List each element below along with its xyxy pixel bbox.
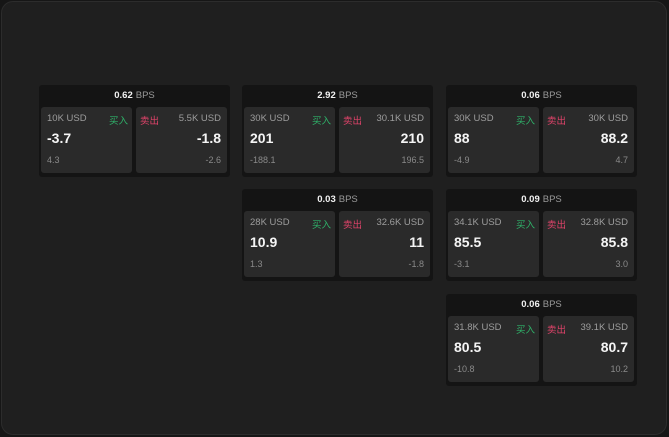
buy-label: 买入 bbox=[311, 220, 331, 231]
buy-quantity: 30K USD bbox=[250, 113, 290, 124]
sell-change: 10.2 bbox=[610, 364, 628, 374]
sell-price: 88.2 bbox=[600, 130, 628, 146]
sell-price: 210 bbox=[400, 130, 424, 146]
buy-change: -188.1 bbox=[250, 155, 276, 165]
sell-side-button[interactable]: 39.1K USD 卖出 80.7 10.2 bbox=[543, 316, 634, 382]
sell-change: -1.8 bbox=[408, 259, 424, 269]
sell-side-button[interactable]: 32.8K USD 卖出 85.8 3.0 bbox=[543, 211, 634, 277]
spread-unit: BPS bbox=[338, 194, 358, 205]
spread-value: 0.09 bbox=[521, 194, 540, 205]
buy-price: 201 bbox=[250, 130, 274, 146]
buy-quantity: 34.1K USD bbox=[454, 217, 502, 228]
buy-price: 88 bbox=[454, 130, 470, 146]
buy-quantity: 10K USD bbox=[47, 113, 87, 124]
spread-value: 0.06 bbox=[521, 299, 540, 310]
spread-header: 2.92 BPS bbox=[242, 85, 433, 107]
quote-widget: 0.06 BPS 30K USD 买入 88 -4.9 30K USD 卖出 88… bbox=[446, 85, 637, 177]
sell-label: 卖出 bbox=[343, 220, 363, 231]
buy-side-button[interactable]: 30K USD 买入 201 -188.1 bbox=[244, 107, 335, 173]
buy-quantity: 30K USD bbox=[454, 113, 494, 124]
quote-widget: 2.92 BPS 30K USD 买入 201 -188.1 30.1K USD … bbox=[242, 85, 433, 177]
sell-change: 196.5 bbox=[401, 155, 424, 165]
buy-price: 10.9 bbox=[250, 234, 278, 250]
buy-side-button[interactable]: 34.1K USD 买入 85.5 -3.1 bbox=[448, 211, 539, 277]
sell-quantity: 39.1K USD bbox=[580, 322, 628, 333]
sell-label: 卖出 bbox=[547, 325, 567, 336]
buy-side-button[interactable]: 30K USD 买入 88 -4.9 bbox=[448, 107, 539, 173]
buy-price: 85.5 bbox=[454, 234, 482, 250]
spread-header: 0.62 BPS bbox=[39, 85, 230, 107]
buy-label: 买入 bbox=[108, 116, 128, 127]
buy-label: 买入 bbox=[515, 220, 535, 231]
buy-side-button[interactable]: 28K USD 买入 10.9 1.3 bbox=[244, 211, 335, 277]
sell-side-button[interactable]: 32.6K USD 卖出 11 -1.8 bbox=[339, 211, 430, 277]
buy-side-button[interactable]: 31.8K USD 买入 80.5 -10.8 bbox=[448, 316, 539, 382]
quote-widget: 0.06 BPS 31.8K USD 买入 80.5 -10.8 39.1K US… bbox=[446, 294, 637, 386]
sell-change: 3.0 bbox=[615, 259, 628, 269]
buy-change: -4.9 bbox=[454, 155, 470, 165]
buy-change: -3.1 bbox=[454, 259, 470, 269]
sell-quantity: 32.8K USD bbox=[580, 217, 628, 228]
spread-value: 2.92 bbox=[317, 90, 336, 101]
sell-price: 11 bbox=[409, 234, 424, 250]
buy-price: -3.7 bbox=[47, 130, 72, 146]
spread-header: 0.03 BPS bbox=[242, 189, 433, 211]
buy-change: 1.3 bbox=[250, 259, 263, 269]
sell-quantity: 32.6K USD bbox=[376, 217, 424, 228]
buy-quantity: 28K USD bbox=[250, 217, 290, 228]
sell-quantity: 5.5K USD bbox=[178, 113, 221, 124]
buy-change: -10.8 bbox=[454, 364, 475, 374]
sell-label: 卖出 bbox=[547, 220, 567, 231]
spread-unit: BPS bbox=[542, 90, 562, 101]
spread-unit: BPS bbox=[135, 90, 155, 101]
sell-change: -2.6 bbox=[205, 155, 221, 165]
sell-price: 80.7 bbox=[600, 339, 628, 355]
spread-value: 0.06 bbox=[521, 90, 540, 101]
buy-side-button[interactable]: 10K USD 买入 -3.7 4.3 bbox=[41, 107, 132, 173]
sell-side-button[interactable]: 30.1K USD 卖出 210 196.5 bbox=[339, 107, 430, 173]
spread-header: 0.06 BPS bbox=[446, 85, 637, 107]
quote-widget: 0.62 BPS 10K USD 买入 -3.7 4.3 5.5K USD 卖出 … bbox=[39, 85, 230, 177]
sell-price: 85.8 bbox=[600, 234, 628, 250]
buy-change: 4.3 bbox=[47, 155, 60, 165]
spread-header: 0.09 BPS bbox=[446, 189, 637, 211]
sell-side-button[interactable]: 30K USD 卖出 88.2 4.7 bbox=[543, 107, 634, 173]
quote-widget: 0.09 BPS 34.1K USD 买入 85.5 -3.1 32.8K USD… bbox=[446, 189, 637, 281]
sell-label: 卖出 bbox=[343, 116, 363, 127]
sell-label: 卖出 bbox=[140, 116, 160, 127]
spread-value: 0.62 bbox=[114, 90, 133, 101]
buy-label: 买入 bbox=[515, 325, 535, 336]
sell-quantity: 30.1K USD bbox=[376, 113, 424, 124]
sell-side-button[interactable]: 5.5K USD 卖出 -1.8 -2.6 bbox=[136, 107, 227, 173]
spread-value: 0.03 bbox=[317, 194, 336, 205]
spread-unit: BPS bbox=[338, 90, 358, 101]
sell-quantity: 30K USD bbox=[588, 113, 628, 124]
sell-label: 卖出 bbox=[547, 116, 567, 127]
sell-change: 4.7 bbox=[615, 155, 628, 165]
buy-quantity: 31.8K USD bbox=[454, 322, 502, 333]
buy-label: 买入 bbox=[311, 116, 331, 127]
spread-unit: BPS bbox=[542, 194, 562, 205]
spread-unit: BPS bbox=[542, 299, 562, 310]
sell-price: -1.8 bbox=[196, 130, 221, 146]
spread-header: 0.06 BPS bbox=[446, 294, 637, 316]
quote-widget: 0.03 BPS 28K USD 买入 10.9 1.3 32.6K USD 卖出… bbox=[242, 189, 433, 281]
buy-price: 80.5 bbox=[454, 339, 482, 355]
buy-label: 买入 bbox=[515, 116, 535, 127]
